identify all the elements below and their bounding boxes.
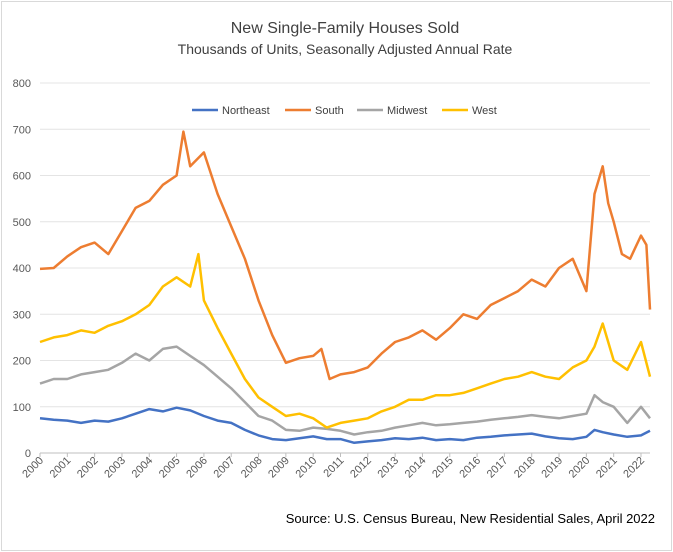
legend-label: Northeast bbox=[222, 105, 270, 117]
x-tick-label: 2014 bbox=[403, 455, 429, 481]
series-lines bbox=[39, 130, 652, 445]
x-tick-label: 2020 bbox=[567, 455, 593, 481]
x-tick-label: 2009 bbox=[266, 455, 292, 481]
x-tick-label: 2002 bbox=[75, 455, 101, 481]
x-tick-label: 2008 bbox=[239, 455, 265, 481]
chart-title: New Single-Family Houses Sold bbox=[231, 20, 460, 37]
legend: Northeast South Midwest West bbox=[192, 105, 497, 117]
x-tick-label: 2022 bbox=[621, 455, 647, 481]
x-tick-label: 2012 bbox=[348, 455, 374, 481]
x-tick-label: 2006 bbox=[184, 455, 210, 481]
x-tick-label: 2015 bbox=[430, 455, 456, 481]
y-tick-label: 0 bbox=[25, 448, 31, 460]
x-tick-label: 2003 bbox=[102, 455, 128, 481]
x-axis: 2000 2001 2002 2003 2004 2005 2006 2007 2008 2009… bbox=[20, 453, 647, 480]
x-tick-label: 2018 bbox=[512, 455, 538, 481]
x-tick-label: 2019 bbox=[539, 455, 565, 481]
x-tick-label: 2017 bbox=[485, 455, 511, 481]
y-axis: 0 100 200 300 400 500 600 700 800 bbox=[13, 78, 31, 460]
x-tick-label: 2011 bbox=[321, 455, 346, 480]
x-tick-label: 2001 bbox=[48, 455, 74, 481]
series-line-northeast bbox=[39, 406, 651, 445]
y-tick-label: 500 bbox=[13, 217, 31, 229]
legend-label: South bbox=[315, 105, 344, 117]
series-line-south bbox=[39, 130, 652, 381]
y-tick-label: 700 bbox=[13, 124, 31, 136]
gridlines bbox=[40, 82, 650, 454]
x-tick-label: 2013 bbox=[375, 455, 401, 481]
y-tick-label: 100 bbox=[13, 402, 31, 414]
x-tick-label: 2005 bbox=[157, 455, 183, 481]
source-note: Source: U.S. Census Bureau, New Resident… bbox=[286, 511, 655, 526]
x-tick-label: 2004 bbox=[130, 455, 156, 481]
y-tick-label: 800 bbox=[13, 78, 31, 90]
series-line-west bbox=[39, 252, 652, 429]
x-tick-label: 2007 bbox=[212, 455, 238, 481]
x-tick-label: 2021 bbox=[594, 455, 620, 481]
legend-label: West bbox=[472, 105, 497, 117]
y-tick-label: 200 bbox=[13, 356, 31, 368]
chart-subtitle: Thousands of Units, Seasonally Adjusted … bbox=[178, 41, 513, 57]
legend-label: Midwest bbox=[387, 105, 427, 117]
x-tick-label: 2016 bbox=[457, 455, 483, 481]
y-tick-label: 400 bbox=[13, 263, 31, 275]
y-tick-label: 300 bbox=[13, 309, 31, 321]
y-tick-label: 600 bbox=[13, 171, 31, 183]
x-tick-label: 2010 bbox=[293, 455, 319, 481]
series-line-midwest bbox=[39, 345, 651, 436]
